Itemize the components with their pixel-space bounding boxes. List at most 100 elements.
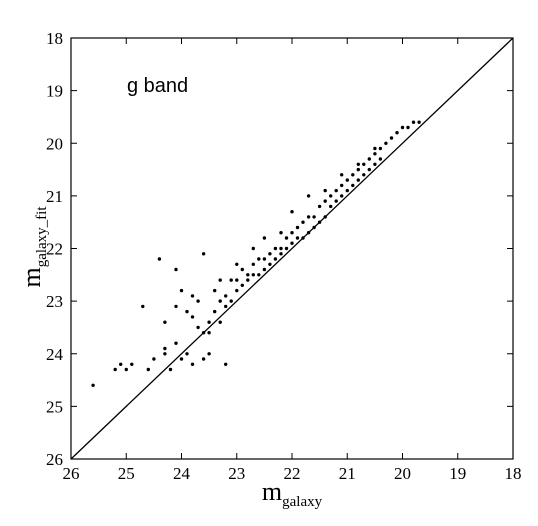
data-point xyxy=(179,357,184,361)
data-point xyxy=(213,288,217,293)
data-point xyxy=(185,309,189,314)
data-point xyxy=(334,188,338,193)
data-point xyxy=(340,194,344,198)
data-point xyxy=(130,362,134,366)
data-point xyxy=(196,325,200,330)
data-point xyxy=(362,173,366,177)
y-tick-label: 25 xyxy=(46,397,63,416)
data-point xyxy=(235,288,239,293)
data-point xyxy=(91,383,95,387)
y-tick-label: 20 xyxy=(46,134,63,153)
data-point xyxy=(279,231,283,235)
x-tick-label: 21 xyxy=(339,464,356,483)
x-tick-label: 22 xyxy=(284,464,301,483)
x-tick-label: 24 xyxy=(173,464,191,483)
data-point xyxy=(246,278,250,282)
data-point xyxy=(273,257,278,261)
x-tick-label: 19 xyxy=(449,464,466,483)
data-point xyxy=(317,220,322,224)
y-tick-label: 19 xyxy=(46,82,63,101)
data-point xyxy=(257,257,261,261)
data-point xyxy=(323,199,327,203)
data-point xyxy=(224,304,228,309)
data-point xyxy=(235,262,239,266)
y-axis-title: mgalaxy_fit xyxy=(17,206,50,288)
data-point xyxy=(395,131,399,135)
y-axis-title-sub: galaxy_fit xyxy=(34,206,50,268)
data-point xyxy=(251,262,255,266)
data-point xyxy=(246,273,250,277)
data-point xyxy=(201,331,206,335)
data-point xyxy=(168,367,173,372)
data-point xyxy=(356,167,360,172)
data-point xyxy=(378,146,383,151)
y-axis-title-main: m xyxy=(17,267,46,287)
data-point xyxy=(306,194,311,198)
data-point xyxy=(367,167,371,172)
data-point xyxy=(317,204,322,209)
data-point xyxy=(329,204,333,209)
x-tick-label: 25 xyxy=(118,464,135,483)
data-point xyxy=(235,278,239,282)
chart-labels: g band mgalaxy mgalaxy_fit xyxy=(17,75,323,510)
data-point xyxy=(367,157,371,161)
data-point xyxy=(329,194,333,198)
data-point xyxy=(356,162,360,166)
data-point xyxy=(262,236,267,240)
data-point xyxy=(323,215,327,219)
data-point xyxy=(174,267,178,272)
data-point xyxy=(174,341,178,345)
data-point xyxy=(268,262,272,266)
data-point xyxy=(351,173,355,177)
data-point xyxy=(218,299,222,303)
reference-line xyxy=(70,37,514,460)
y-tick-label: 23 xyxy=(46,292,63,311)
data-point xyxy=(340,183,344,188)
data-point xyxy=(224,362,228,366)
plot-area xyxy=(70,37,514,460)
data-point xyxy=(179,288,184,293)
data-point xyxy=(141,304,145,309)
data-point xyxy=(400,125,405,130)
y-tick-label: 18 xyxy=(46,29,63,48)
data-point xyxy=(351,183,355,188)
data-point xyxy=(163,346,167,351)
data-point xyxy=(295,236,300,240)
data-point xyxy=(207,352,211,356)
y-tick-label: 21 xyxy=(46,187,63,206)
x-tick-label: 26 xyxy=(63,464,80,483)
x-axis-title-sub: galaxy xyxy=(282,494,322,510)
y-tick-label: 26 xyxy=(46,450,63,469)
data-point xyxy=(251,246,255,251)
data-point xyxy=(306,231,311,235)
y-tick-label: 22 xyxy=(46,240,63,259)
data-point xyxy=(218,320,222,324)
data-point xyxy=(213,309,217,314)
data-point xyxy=(406,125,410,130)
data-point xyxy=(224,294,228,298)
data-point xyxy=(190,315,195,319)
data-point xyxy=(323,188,327,193)
data-point xyxy=(306,215,311,219)
data-point xyxy=(417,120,421,124)
data-point xyxy=(389,136,394,140)
data-point xyxy=(290,231,294,235)
data-point xyxy=(201,252,206,256)
data-point xyxy=(312,225,316,230)
data-point xyxy=(113,367,117,372)
data-point xyxy=(229,299,233,303)
data-point xyxy=(312,215,316,219)
data-point xyxy=(356,178,360,182)
data-point xyxy=(190,362,195,366)
axes: 26 25 24 23 22 21 20 19 18 18 19 20 21 22 23 24 25 26 xyxy=(46,29,522,483)
data-point xyxy=(345,178,349,182)
data-point xyxy=(152,357,156,361)
data-point xyxy=(146,367,150,372)
data-point xyxy=(190,294,195,298)
data-point xyxy=(340,173,344,177)
scatter-points xyxy=(91,120,421,387)
data-point xyxy=(262,257,267,261)
data-point xyxy=(345,188,349,193)
data-point xyxy=(373,162,377,166)
data-point xyxy=(207,331,211,335)
